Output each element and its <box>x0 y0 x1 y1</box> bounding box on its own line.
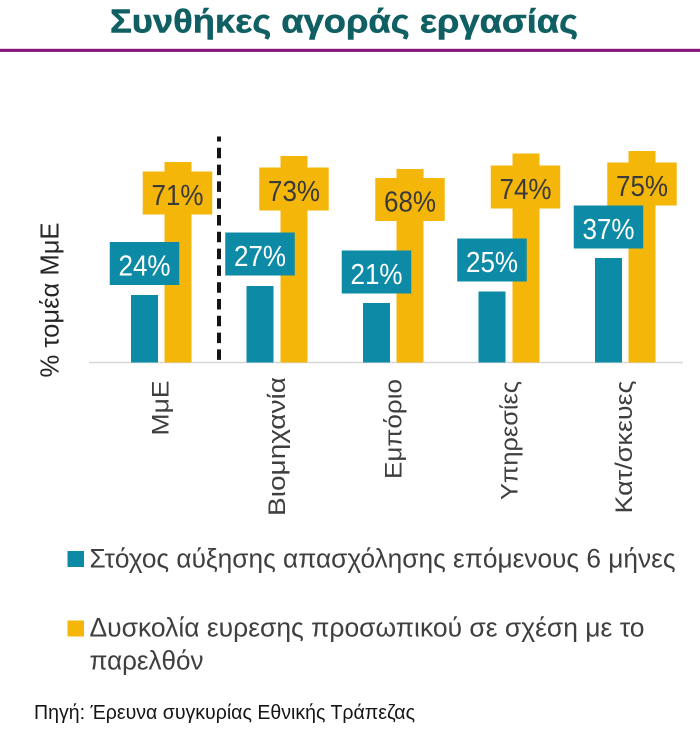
svg-text:74%: 74% <box>500 174 552 206</box>
svg-text:21%: 21% <box>351 259 403 291</box>
svg-text:Βιομηχανία: Βιομηχανία <box>264 377 291 516</box>
svg-text:Συνθήκες αγοράς εργασίας: Συνθήκες αγοράς εργασίας <box>110 3 578 40</box>
svg-text:24%: 24% <box>119 251 171 283</box>
svg-text:Υπηρεσίες: Υπηρεσίες <box>497 381 524 500</box>
svg-text:Πηγή: Έρευνα συγκυρίας Εθνικής: Πηγή: Έρευνα συγκυρίας Εθνικής Τράπεζας <box>34 702 415 724</box>
svg-text:Εμπόριο: Εμπόριο <box>381 379 408 479</box>
svg-text:Στόχος αύξησης απασχόλησης επό: Στόχος αύξησης απασχόλησης επόμενους 6 μ… <box>90 544 676 574</box>
svg-text:Δυσκολία ευρεσης προσωπικού σε: Δυσκολία ευρεσης προσωπικού σε σχέση με … <box>90 613 645 643</box>
svg-text:ΜμΕ: ΜμΕ <box>148 381 175 436</box>
svg-text:71%: 71% <box>152 180 204 212</box>
svg-text:παρελθόν: παρελθόν <box>90 645 204 675</box>
svg-text:73%: 73% <box>268 176 320 208</box>
svg-text:% τομέα ΜμΕ: % τομέα ΜμΕ <box>35 223 65 378</box>
svg-text:25%: 25% <box>466 247 518 279</box>
svg-text:Κατ/σκευες: Κατ/σκευες <box>611 381 638 514</box>
svg-text:75%: 75% <box>616 171 668 203</box>
svg-text:37%: 37% <box>583 214 635 246</box>
svg-text:27%: 27% <box>234 241 286 273</box>
svg-text:68%: 68% <box>384 187 436 219</box>
